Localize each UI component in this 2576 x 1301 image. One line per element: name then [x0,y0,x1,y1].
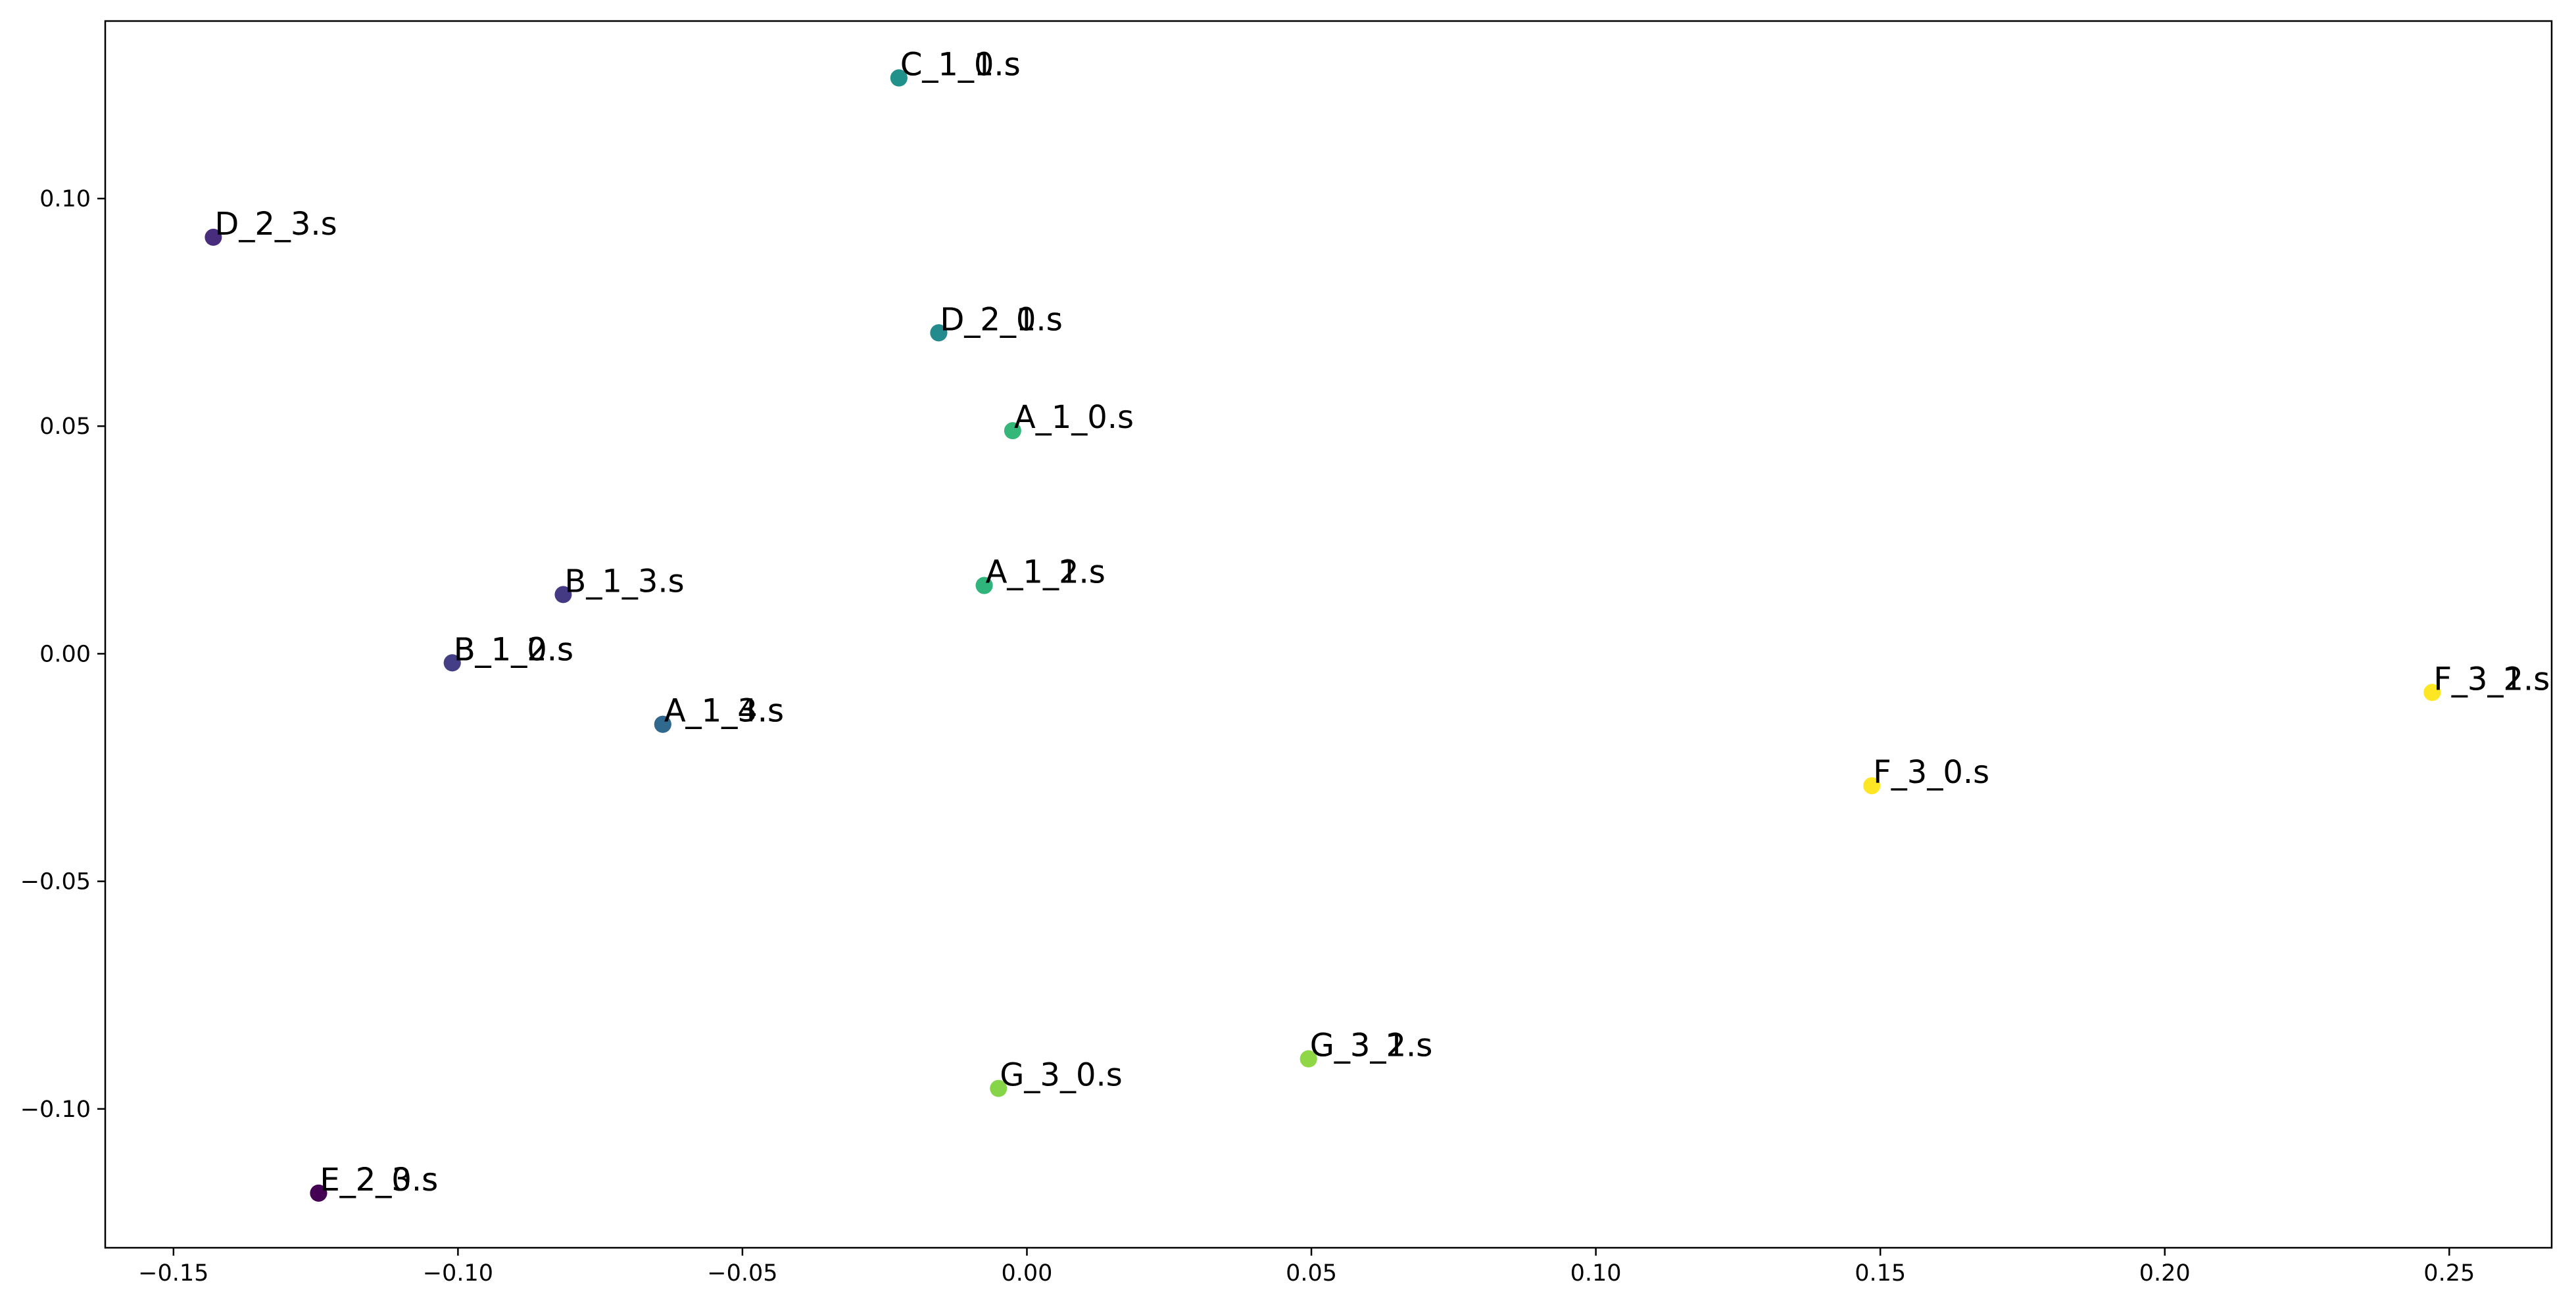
data-points [205,69,2441,1202]
data-point [2423,684,2441,701]
point-label: C_1_0.s [900,47,1021,83]
x-tick-label: 0.25 [2423,1260,2475,1287]
point-label: E_2_0.s [320,1162,438,1198]
data-point [654,715,671,733]
x-tick-label: 0.05 [1286,1260,1337,1287]
point-label: A_1_2.s [986,554,1106,591]
point-label: A_1_4.s [664,693,784,730]
data-point [310,1184,328,1202]
point-label: D_2_1.s [940,301,1062,338]
x-tick-label: −0.10 [423,1260,493,1287]
data-point [930,324,948,342]
point-label: B_1_3.s [564,563,684,600]
data-point [205,228,222,246]
data-point [554,586,572,603]
data-point [443,654,461,672]
y-tick-label: 0.00 [39,641,91,667]
point-label: F_3_2.s [2433,661,2550,698]
y-tick-label: 0.10 [39,186,91,212]
point-label: A_1_1.s [986,554,1106,591]
data-point [975,577,993,594]
x-tick-label: −0.15 [138,1260,208,1287]
x-axis: −0.15 −0.10 −0.05 0.00 0.05 0.10 0.15 0.20 0.25 [138,1248,2475,1287]
y-tick-label: −0.05 [20,869,91,895]
x-tick-label: 0.10 [1570,1260,1622,1287]
plot-area-frame [104,20,2553,1249]
x-tick-label: −0.05 [707,1260,777,1287]
point-label: C_1_1.s [900,47,1021,83]
data-point [990,1079,1008,1097]
point-label: G_3_0.s [1000,1057,1123,1094]
point-label: D_2_0.s [940,301,1062,338]
y-axis: −0.10 −0.05 0.00 0.05 0.10 [20,186,105,1123]
data-point [1004,422,1021,440]
x-tick-label: 0.20 [2139,1260,2191,1287]
data-point [1863,777,1881,795]
y-tick-label: −0.10 [20,1097,91,1123]
x-tick-label: 0.00 [1002,1260,1053,1287]
point-label: G_3_1.s [1310,1028,1433,1064]
point-label: D_2_3.s [214,206,337,243]
point-label: F_3_0.s [1873,754,1989,791]
point-label: A_1_3.s [664,693,784,730]
point-label: E_2_3.s [320,1162,438,1198]
data-point [890,69,908,87]
point-label: F_3_1.s [2433,661,2550,698]
y-tick-label: 0.05 [39,414,91,440]
point-label: B_1_2.s [454,631,573,668]
point-label: G_3_2.s [1310,1028,1433,1064]
point-labels: C_1_0.sC_1_1.s D_2_3.s D_2_0.sD_2_1.s A_1_0… [214,47,2550,1198]
data-point [1300,1050,1317,1068]
x-tick-label: 0.15 [1855,1260,1906,1287]
point-label: A_1_0.s [1014,399,1134,436]
point-label: B_1_0.s [454,631,573,668]
